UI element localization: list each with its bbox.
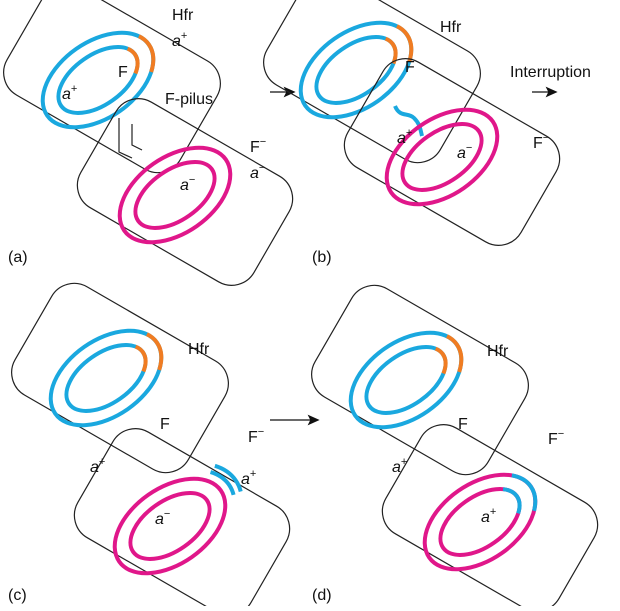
label-sup: − [558, 428, 564, 440]
label-base: a [155, 511, 164, 528]
label-base: F [548, 431, 558, 448]
f-pilus [119, 118, 142, 158]
label-base: a [180, 177, 189, 194]
gene-label: F− [248, 426, 264, 446]
label-sup: − [260, 136, 266, 148]
label-sup: + [250, 468, 256, 480]
label-sup: − [189, 174, 195, 186]
label-sup: − [543, 132, 549, 144]
label-sup: + [71, 83, 77, 95]
label: Hfr [172, 7, 194, 24]
ring-outer [369, 90, 514, 223]
ring-outer [33, 311, 178, 444]
ring-inner [119, 480, 221, 573]
label: F-pilus [165, 91, 213, 108]
label-base: F [533, 135, 543, 152]
panel-label: (a) [8, 249, 28, 266]
gene-label: F− [533, 132, 549, 152]
label-base: a [90, 459, 99, 476]
gene-label: a+ [62, 83, 77, 103]
label-base: F [250, 139, 260, 156]
gene-label: a− [155, 508, 170, 528]
label-base: a [481, 509, 490, 526]
gene-label: F− [250, 136, 266, 156]
panel-label: (c) [8, 587, 27, 604]
ring-outer [25, 13, 170, 146]
label-base: a [392, 459, 401, 476]
label: Hfr [487, 343, 509, 360]
panel-label: (d) [312, 587, 332, 604]
label-sup: + [406, 127, 412, 139]
gene-label: a+ [481, 506, 496, 526]
label-base: a [250, 165, 259, 182]
ring-outer [407, 455, 552, 588]
ring-inner [124, 149, 226, 242]
label-sup: − [258, 426, 264, 438]
label: F [458, 416, 468, 433]
ring-inner [305, 24, 407, 117]
ring-inner [391, 111, 493, 204]
ring-outer [97, 459, 242, 592]
label: F [405, 59, 415, 76]
label: Hfr [188, 341, 210, 358]
ring-inner [429, 476, 531, 569]
label: F [118, 64, 128, 81]
cell [2, 274, 238, 482]
label-sup: − [164, 508, 170, 520]
label-base: a [172, 33, 181, 50]
label-base: a [457, 145, 466, 162]
diagram: (a)Hfra+Fa+F-pilusF−a−a−(b)HfrFInterrupt… [0, 0, 620, 606]
label-sup: + [181, 30, 187, 42]
label-sup: − [259, 162, 265, 174]
ring-inner [47, 34, 149, 127]
label-sup: + [99, 456, 105, 468]
gene-label: a+ [397, 127, 412, 147]
label-sup: + [401, 456, 407, 468]
ring-outer [333, 313, 478, 446]
cell [65, 419, 299, 606]
gene-label: a+ [172, 30, 187, 50]
ring-inner [355, 334, 457, 427]
artwork [0, 0, 607, 606]
gene-label: a− [250, 162, 265, 182]
label: Interruption [510, 64, 591, 81]
label-base: a [241, 471, 250, 488]
ring-outer [102, 128, 247, 261]
label-base: a [397, 130, 406, 147]
label-base: F [248, 429, 258, 446]
label-base: a [62, 86, 71, 103]
gene-label: a− [180, 174, 195, 194]
gene-label: a+ [241, 468, 256, 488]
label: Hfr [440, 19, 462, 36]
gene-label: F− [548, 428, 564, 448]
donor-fragment [85, 447, 256, 605]
gene-label: a+ [392, 456, 407, 476]
label: F [160, 416, 170, 433]
gene-label: a+ [90, 456, 105, 476]
label-sup: + [490, 506, 496, 518]
gene-label: a− [457, 142, 472, 162]
panel-label: (b) [312, 249, 332, 266]
ring-inner [55, 332, 157, 425]
cell [302, 276, 538, 484]
label-sup: − [466, 142, 472, 154]
